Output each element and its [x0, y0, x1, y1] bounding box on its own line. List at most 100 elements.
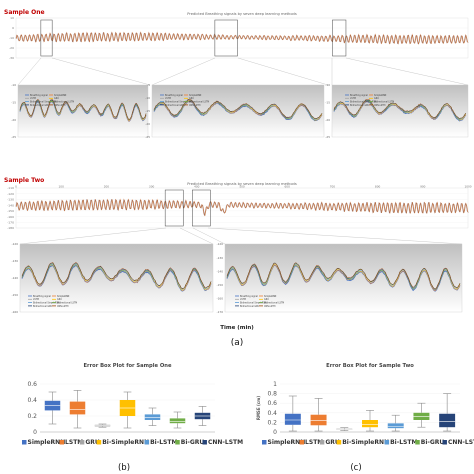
y-tick-label: 0.4 [267, 410, 277, 417]
legend-label: CNN-LSTM [54, 104, 66, 107]
legend-label: Breathing signal [165, 94, 183, 97]
y-tick-label: -25 [325, 135, 330, 139]
y-tick-label: 1 [273, 381, 277, 388]
y-tick-label: -170 [217, 310, 224, 314]
legend-label: Bi-SimpleRNN [342, 439, 389, 446]
y-tick-label: -10 [9, 36, 14, 40]
legend-label: Bidirectional SimpleRNN [350, 101, 377, 104]
legend-swatch [202, 440, 207, 445]
legend-label: Breathing signal [240, 295, 258, 298]
y-tick-label: -20 [9, 46, 14, 50]
legend-label: Bidirectional GRU [240, 305, 260, 308]
box-bi-lstm [144, 414, 161, 420]
y-tick-label: -140 [7, 203, 14, 207]
series-line-cnn-lstm [16, 31, 469, 45]
y-tick-label: -150 [217, 283, 224, 287]
y-axis-label: RMSE (cm) [256, 396, 261, 420]
legend-label: CNN-LSTM [189, 104, 201, 107]
series-line-predictions [15, 198, 469, 217]
y-tick-label: -30 [9, 56, 14, 60]
x-tick-label: 1000 [464, 185, 471, 189]
legend-swatch [336, 440, 342, 445]
zoom-plot-area [17, 84, 149, 138]
legend-label: Breathing signal [33, 295, 51, 298]
legend-label: LSTM [165, 97, 171, 100]
y-tick-label: -120 [217, 242, 224, 246]
box-lstm [69, 401, 86, 415]
y-tick-label: -160 [217, 297, 224, 301]
legend-swatch [384, 440, 390, 445]
box-bi-lstm [387, 423, 404, 429]
zoom-plot-area [151, 84, 325, 138]
legend-label: Breathing signal [30, 94, 48, 97]
zoom-connector-line [151, 57, 216, 86]
series-line-cnn-lstm [16, 199, 469, 217]
series-line-breathing-signal [15, 31, 468, 45]
legend-swatch [96, 440, 102, 445]
box-plot-title: Error Box Plot for Sample One [84, 363, 172, 369]
panel-title: Predicted Breathing signals by seven dee… [187, 182, 297, 186]
legend-label: SimpleRNN [264, 295, 277, 298]
y-tick-label: 0.2 [267, 419, 277, 426]
box-simplernn [284, 413, 301, 425]
x-tick-label: 600 [285, 185, 291, 189]
x-tick-label: 0 [15, 185, 17, 189]
legend-label: SimpleRNN [374, 94, 387, 97]
legend-label: Bidirectional SimpleRNN [240, 302, 267, 305]
zoom-highlight-box [164, 189, 184, 227]
zoom-connector-line [192, 227, 226, 245]
series-line-breathing-signal [15, 199, 468, 216]
legend-swatch [79, 440, 85, 445]
box-cnn-lstm [439, 413, 456, 428]
x-tick-label: 500 [239, 185, 245, 189]
y-tick-label: 0.6 [267, 400, 277, 407]
legend-label: LSTM [65, 439, 83, 446]
part-label-b: (b) [118, 463, 130, 473]
zoom-plot-area [19, 243, 214, 313]
legend-label: CNN-LSTM [57, 305, 69, 308]
legend-label: SimpleRNN [28, 439, 66, 446]
legend-label: Bidirectional GRU [33, 305, 53, 308]
y-tick-label: -180 [7, 226, 14, 230]
series-line-cnn-lstm [333, 99, 467, 119]
x-tick-label: 800 [375, 185, 381, 189]
plot-area [15, 187, 469, 229]
legend-label: Bidirectional LSTM [57, 302, 77, 305]
x-tick-label: 400 [194, 185, 200, 189]
zoom-highlight-box [192, 189, 211, 227]
legend-label: LSTM [33, 298, 39, 301]
y-tick-label: -25 [145, 135, 150, 139]
legend-label: GRU [189, 97, 194, 100]
legend-label: Bi-LSTM [390, 439, 417, 446]
legend-label: Bidirectional LSTM [189, 101, 209, 104]
y-tick-label: -120 [7, 192, 14, 196]
x-tick-label: 700 [330, 185, 336, 189]
sample-tag: Sample One [4, 9, 45, 16]
zoom-connector-line [237, 57, 329, 86]
legend-label: Bidirectional SimpleRNN [33, 302, 60, 305]
y-tick-label: 0 [273, 429, 277, 436]
legend-label: Bidirectional GRU [165, 104, 185, 107]
legend-swatch [299, 440, 305, 445]
y-tick-label: -10 [325, 83, 330, 87]
legend-label: Bidirectional GRU [350, 104, 370, 107]
legend-label: SimpleRNN [54, 94, 67, 97]
legend-swatch [415, 440, 420, 445]
legend-swatch [59, 440, 65, 445]
y-tick-label: -15 [325, 101, 330, 105]
box-bi-gru [169, 418, 186, 424]
legend-label: LSTM [240, 298, 246, 301]
legend-label: Breathing signal [350, 94, 368, 97]
legend-label: CNN-LSTM [448, 439, 474, 446]
legend-label: Bi-GRU [421, 439, 445, 446]
zoom-highlight-box [40, 19, 53, 57]
legend-label: GRU [54, 97, 59, 100]
zoom-connector-line [207, 227, 463, 245]
legend-label: LSTM [350, 97, 356, 100]
zoom-connector-line [17, 57, 42, 86]
y-tick-label: 0.8 [267, 391, 277, 398]
y-tick-label: -130 [12, 259, 19, 263]
sample-tag: Sample Two [4, 177, 44, 184]
y-tick-label: -130 [217, 256, 224, 260]
